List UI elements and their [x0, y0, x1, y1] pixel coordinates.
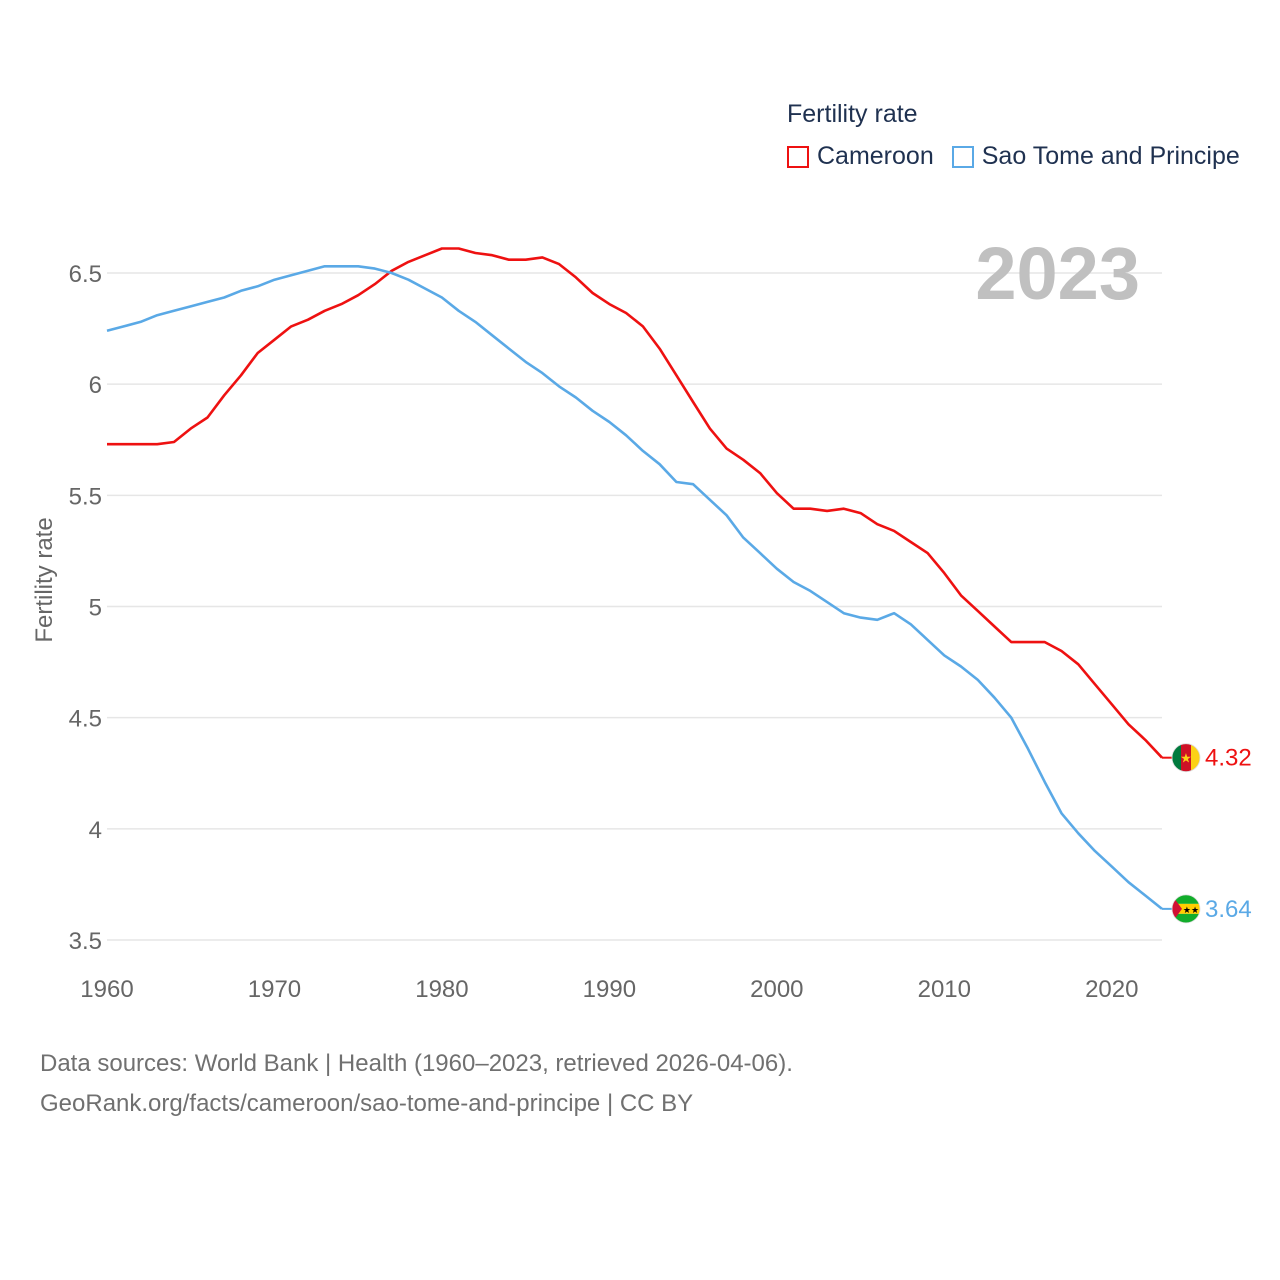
- source-url-line[interactable]: GeoRank.org/facts/cameroon/sao-tome-and-…: [40, 1090, 694, 1117]
- data-sources: Data sources: World Bank | Health (1960–…: [40, 1044, 793, 1124]
- legend-item-sao-tome[interactable]: Sao Tome and Principe: [951, 142, 1240, 171]
- svg-text:★★: ★★: [1183, 905, 1199, 915]
- gridlines: [107, 272, 1162, 941]
- legend: Cameroon Sao Tome and Principe: [787, 142, 1258, 171]
- end-value-label: 4.32: [1205, 745, 1252, 772]
- y-tick-label: 5: [89, 595, 102, 622]
- cameroon-flag-icon: ★: [1171, 743, 1201, 773]
- series-line-cameroon[interactable]: [107, 247, 1163, 759]
- y-tick-label: 6.5: [69, 261, 102, 288]
- y-axis-label: Fertility rate: [31, 517, 58, 642]
- x-axis-ticks: 1960 1970 1980 1990 2000 2010 2020: [80, 976, 1138, 1003]
- legend-title: Fertility rate: [787, 100, 918, 128]
- x-tick-label: 2000: [750, 976, 803, 1003]
- end-value-label: 3.64: [1205, 896, 1252, 923]
- x-tick-label: 2020: [1085, 976, 1138, 1003]
- legend-label-cameroon: Cameroon: [817, 142, 934, 170]
- legend-swatch-sao-tome: [951, 145, 974, 168]
- year-label: 2023: [975, 232, 1140, 315]
- y-axis-ticks: 3.5 4 4.5 5 5.5 6 6.5: [69, 261, 102, 955]
- x-tick-label: 2010: [918, 976, 971, 1003]
- series-lines: [106, 247, 1163, 910]
- y-tick-label: 3.5: [69, 928, 102, 955]
- series-line-sao-tome[interactable]: [106, 265, 1163, 910]
- legend-swatch-cameroon: [787, 145, 809, 168]
- y-tick-label: 5.5: [69, 483, 102, 510]
- sources-line: Data sources: World Bank | Health (1960–…: [40, 1050, 793, 1077]
- y-tick-label: 4.5: [69, 706, 102, 733]
- legend-item-cameroon[interactable]: Cameroon: [787, 142, 934, 171]
- x-tick-label: 1960: [80, 976, 133, 1003]
- y-tick-label: 4: [89, 817, 102, 844]
- legend-label-sao-tome: Sao Tome and Principe: [981, 142, 1240, 170]
- y-tick-label: 6: [89, 372, 102, 399]
- x-tick-label: 1970: [248, 976, 301, 1003]
- svg-text:★: ★: [1180, 751, 1192, 766]
- x-tick-label: 1990: [583, 976, 636, 1003]
- x-tick-label: 1980: [415, 976, 468, 1003]
- sao-tome-flag-icon: ★★: [1171, 894, 1201, 924]
- series-end-markers: ★ 4.32 ★★ 3.64: [1162, 743, 1252, 924]
